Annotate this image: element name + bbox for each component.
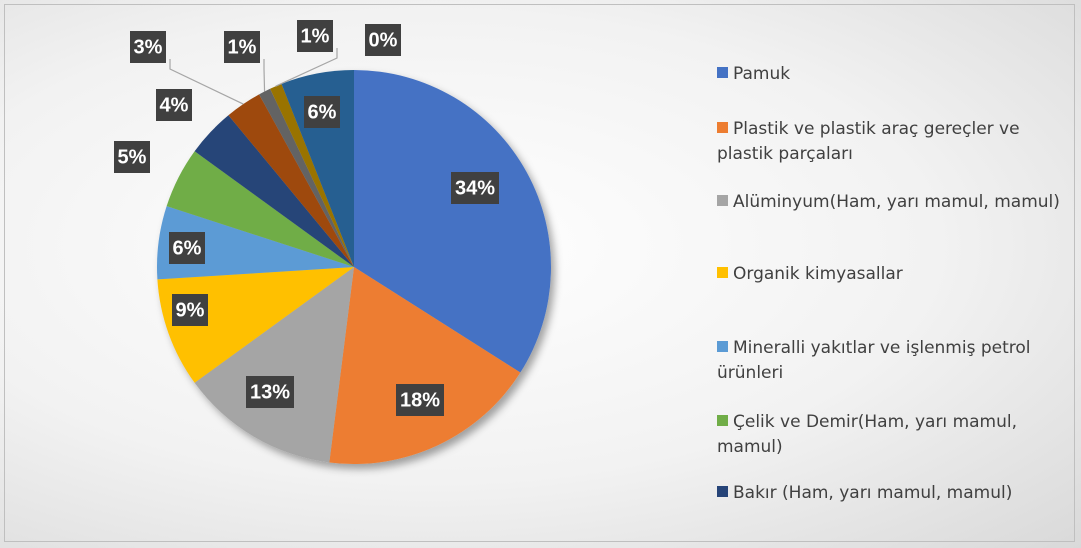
legend-label: Alüminyum(Ham, yarı mamul, mamul) xyxy=(733,192,1060,212)
data-label: 9% xyxy=(176,299,205,321)
legend-swatch xyxy=(717,415,728,426)
legend-label: Bakır (Ham, yarı mamul, mamul) xyxy=(733,483,1013,503)
legend-item: Bakır (Ham, yarı mamul, mamul) xyxy=(717,481,1062,506)
data-label-box xyxy=(169,232,205,264)
legend-swatch xyxy=(717,122,728,133)
data-label: 13% xyxy=(250,381,290,403)
data-label: 5% xyxy=(118,146,147,168)
data-label: 6% xyxy=(308,101,337,123)
pie-slice xyxy=(259,88,354,267)
data-label-box xyxy=(365,24,401,56)
pie-slice xyxy=(156,206,354,280)
data-label-box xyxy=(451,172,499,204)
data-label-box xyxy=(172,294,208,326)
data-label-box xyxy=(130,31,166,63)
legend-item: Organik kimyasallar xyxy=(717,262,1062,287)
pie-slice xyxy=(194,267,354,463)
legend-label: Plastik ve plastik araç gereçler ve plas… xyxy=(717,119,1020,164)
data-label-box xyxy=(114,141,150,173)
chart-frame xyxy=(4,4,1075,542)
legend-label: Pamuk xyxy=(733,64,791,84)
legend-label: Çelik ve Demir(Ham, yarı mamul, mamul) xyxy=(717,412,1018,457)
data-label: 0% xyxy=(369,29,398,51)
leader-line xyxy=(169,59,244,105)
legend-label: Mineralli yakıtlar ve işlenmiş petrol ür… xyxy=(717,338,1031,383)
pie-slice xyxy=(270,83,354,267)
legend-item: Plastik ve plastik araç gereçler ve plas… xyxy=(717,117,1062,167)
legend-swatch xyxy=(717,486,728,497)
legend-item: Çelik ve Demir(Ham, yarı mamul, mamul) xyxy=(717,410,1062,460)
pie-slice xyxy=(228,94,354,267)
legend-swatch xyxy=(717,195,728,206)
data-label-box xyxy=(224,31,260,63)
data-label: 3% xyxy=(134,36,163,58)
data-label: 18% xyxy=(400,389,440,411)
legend-item: Mineralli yakıtlar ve işlenmiş petrol ür… xyxy=(717,336,1062,386)
data-label: 1% xyxy=(301,25,330,47)
leader-line xyxy=(263,59,266,92)
legend-swatch xyxy=(717,267,728,278)
data-label: 6% xyxy=(173,237,202,259)
data-label-box xyxy=(297,20,333,52)
data-label-box xyxy=(246,376,294,408)
data-label: 1% xyxy=(228,36,257,58)
pie-slice xyxy=(354,70,551,373)
legend-swatch xyxy=(717,67,728,78)
legend-item: Pamuk xyxy=(717,62,1062,87)
slices xyxy=(156,70,551,464)
data-label-box xyxy=(156,89,192,121)
data-label-box xyxy=(304,96,340,128)
pie-slice xyxy=(194,115,354,267)
data-label-box xyxy=(396,384,444,416)
data-label: 34% xyxy=(455,177,495,199)
pie-slice xyxy=(329,267,521,464)
pie-slice xyxy=(166,151,354,267)
legend-swatch xyxy=(717,341,728,352)
legend-label: Organik kimyasallar xyxy=(733,264,903,284)
leader-line xyxy=(275,48,338,87)
legend-item: Alüminyum(Ham, yarı mamul, mamul) xyxy=(717,190,1062,215)
data-label: 4% xyxy=(160,94,189,116)
